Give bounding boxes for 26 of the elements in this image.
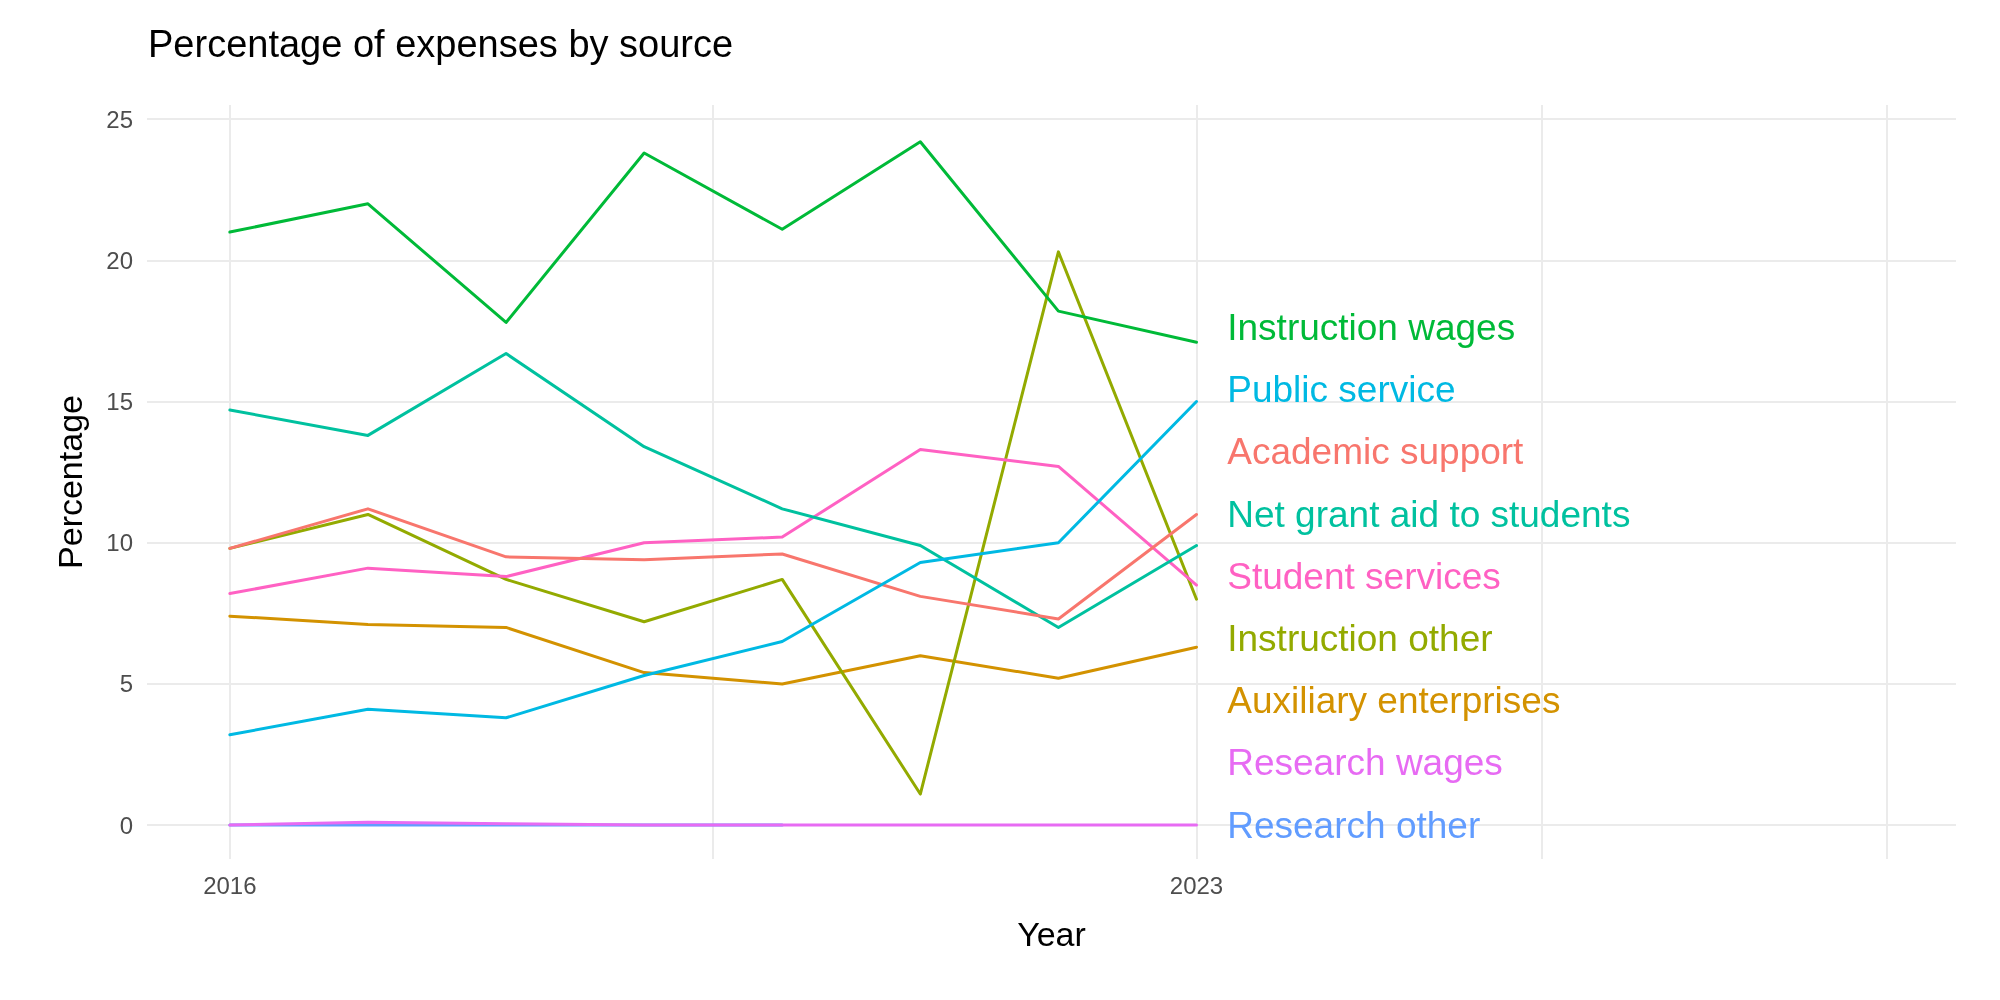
text: Research other: [1227, 804, 1481, 846]
line-series: [228, 140, 1198, 344]
series-label: Auxiliary enterprises: [1227, 680, 1561, 722]
series-label: Net grant aid to students: [1227, 493, 1631, 535]
line-series: [228, 448, 1198, 596]
y-tick-label: 0: [119, 811, 133, 839]
x-tick-label: 2016: [203, 871, 257, 899]
series-label: Instruction wages: [1227, 306, 1516, 348]
series-label: Instruction other: [1227, 618, 1493, 659]
y-tick-label: 15: [106, 388, 133, 416]
y-tick-label: 10: [106, 529, 133, 557]
line-series: [228, 507, 1198, 621]
y-tick-label: 20: [106, 246, 133, 274]
chart-title: Percentage of expenses by source: [148, 23, 734, 65]
x-axis-title: Year: [1017, 915, 1086, 953]
series-label: Public service: [1227, 369, 1456, 411]
y-tick-label: 5: [119, 670, 133, 698]
series-label: Academic support: [1227, 431, 1525, 473]
line-series: [228, 400, 1198, 737]
line-series: [228, 352, 1198, 629]
y-tick-label: 25: [106, 105, 133, 133]
y-axis-title: Percentage: [51, 395, 89, 569]
line-series: [228, 614, 1198, 686]
series-label: Research wages: [1227, 742, 1503, 784]
series-label: Student services: [1227, 555, 1501, 597]
x-tick-label: 2023: [1169, 871, 1224, 899]
